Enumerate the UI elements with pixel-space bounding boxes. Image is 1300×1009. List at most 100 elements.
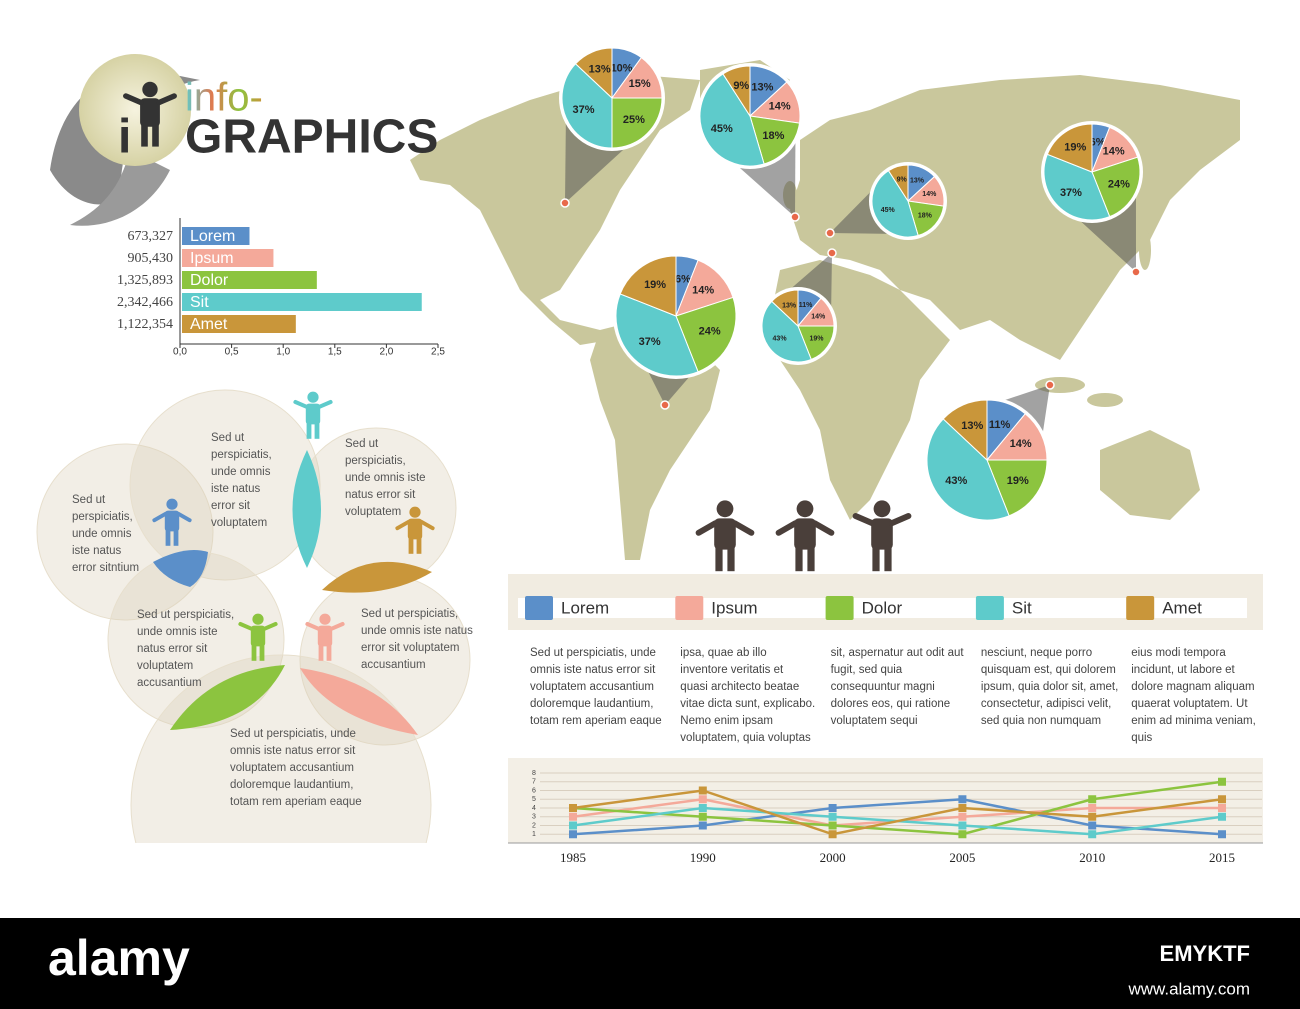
pie-label: 14% bbox=[811, 313, 826, 320]
map-pin bbox=[790, 212, 800, 222]
y-tick-label: 3 bbox=[532, 814, 536, 821]
series-marker bbox=[1088, 821, 1097, 830]
series-marker bbox=[958, 830, 967, 839]
venn-text: accusantium bbox=[137, 677, 202, 689]
pie-label: 6% bbox=[1090, 137, 1106, 149]
pie-label: 24% bbox=[1108, 179, 1130, 191]
paragraph-line: nesciunt, neque porro bbox=[981, 647, 1092, 659]
bar-label: Lorem bbox=[190, 228, 235, 245]
paragraph-line: quisquam est, qui dolorem bbox=[981, 664, 1116, 676]
person-leg bbox=[727, 547, 735, 572]
person-head bbox=[252, 613, 264, 625]
person-body bbox=[164, 510, 180, 532]
pie-label: 6% bbox=[675, 273, 691, 285]
bar-label: Ipsum bbox=[190, 250, 234, 267]
bar-label: Amet bbox=[190, 316, 228, 333]
person-leg bbox=[416, 537, 422, 554]
venn-text: voluptatem bbox=[211, 517, 267, 529]
series-marker bbox=[1218, 777, 1226, 786]
pie-label: 19% bbox=[644, 279, 666, 291]
pie-slice bbox=[887, 164, 909, 203]
paragraph-line: consequuntur magni bbox=[831, 681, 935, 693]
pie-label: 14% bbox=[692, 284, 714, 296]
legend-swatch bbox=[1126, 596, 1155, 620]
series-marker bbox=[1218, 830, 1226, 839]
person-head bbox=[716, 500, 734, 518]
person-leg bbox=[326, 644, 332, 661]
pie-label: 14% bbox=[1103, 146, 1125, 158]
venn-leaf bbox=[153, 549, 208, 587]
paragraph-line: quasi architecto beatae bbox=[680, 681, 799, 693]
legend-label: Amet bbox=[1162, 598, 1202, 617]
person-arm bbox=[329, 622, 345, 631]
person-body bbox=[250, 625, 266, 647]
pie-label: 14% bbox=[769, 101, 791, 113]
person-icon bbox=[852, 500, 912, 572]
title-big: GRAPHICS bbox=[185, 111, 438, 164]
person-leg bbox=[715, 547, 723, 572]
paragraph-line: ipsum, quia dolor sit, amet, bbox=[981, 681, 1118, 693]
pie-label: 19% bbox=[1007, 475, 1029, 487]
person-arm bbox=[888, 513, 912, 527]
person-head bbox=[142, 81, 158, 98]
venn-text: Sed ut perspiciatis, unde bbox=[230, 728, 356, 740]
person-leg bbox=[314, 422, 320, 439]
person-icon bbox=[123, 81, 177, 147]
series-marker bbox=[828, 812, 837, 821]
pie-slice bbox=[907, 200, 945, 237]
pie-slice bbox=[797, 325, 835, 361]
x-tick-label: 2000 bbox=[820, 850, 846, 865]
y-tick-label: 4 bbox=[532, 805, 536, 812]
paragraph-line: fugit, sed quia bbox=[831, 664, 903, 676]
person-leg bbox=[165, 529, 171, 546]
pie-label: 13% bbox=[589, 63, 611, 75]
venn-text: perspiciatis, bbox=[345, 455, 406, 467]
pie-label: 37% bbox=[1060, 187, 1082, 199]
venn-text: perspiciatis, bbox=[211, 449, 272, 461]
title-initial: i bbox=[118, 111, 131, 164]
bar bbox=[182, 249, 274, 267]
series-marker bbox=[698, 804, 707, 812]
paragraph-line: voluptatem, quia voluptas bbox=[680, 732, 811, 744]
venn-text: perspiciatis, bbox=[72, 511, 133, 523]
bar-label: Sit bbox=[190, 294, 209, 311]
venn-text: Sed ut bbox=[211, 432, 245, 444]
person-icon bbox=[775, 500, 835, 572]
pie-label: 43% bbox=[773, 335, 788, 342]
y-tick-label: 7 bbox=[532, 779, 536, 786]
pie-label: 10% bbox=[611, 62, 633, 74]
pie-label: 11% bbox=[799, 302, 813, 309]
venn-text: voluptatem bbox=[345, 506, 401, 518]
pie-slice bbox=[574, 47, 613, 100]
person-icon bbox=[238, 613, 278, 661]
paragraph-line: incidunt, ut labore et bbox=[1131, 664, 1235, 676]
legend-swatch bbox=[825, 596, 854, 620]
series-line bbox=[572, 780, 1223, 836]
pie-label: 19% bbox=[809, 335, 824, 342]
venn-leaf bbox=[300, 668, 418, 735]
pie-slice bbox=[699, 73, 765, 167]
paragraph-line: voluptatem sequi bbox=[831, 715, 918, 727]
paragraph-line: dolore magnam aliquam bbox=[1131, 681, 1254, 693]
series-marker bbox=[958, 804, 967, 812]
series-marker bbox=[1088, 830, 1097, 839]
series-marker bbox=[698, 795, 707, 804]
person-icon bbox=[395, 506, 435, 554]
series-marker bbox=[828, 821, 837, 830]
pie-slice bbox=[619, 255, 677, 317]
person-arm bbox=[775, 520, 799, 536]
person-head bbox=[409, 506, 421, 518]
x-tick-label: 1,0 bbox=[276, 347, 290, 358]
x-tick-label: 1990 bbox=[690, 850, 716, 865]
pie-slice bbox=[749, 115, 801, 165]
footer-code: EMYKTF bbox=[1160, 941, 1250, 966]
venn-text: voluptatem bbox=[137, 660, 193, 672]
pie-slice bbox=[722, 65, 751, 118]
x-tick-label: 2,5 bbox=[431, 347, 445, 358]
venn-text: Sed ut bbox=[345, 438, 379, 450]
person-icon bbox=[695, 500, 755, 572]
venn-text: Sed ut perspiciatis, bbox=[361, 608, 458, 620]
value-label: 1,325,893 bbox=[117, 273, 173, 288]
venn-leaf bbox=[292, 450, 321, 568]
pie-label: 11% bbox=[989, 419, 1011, 431]
